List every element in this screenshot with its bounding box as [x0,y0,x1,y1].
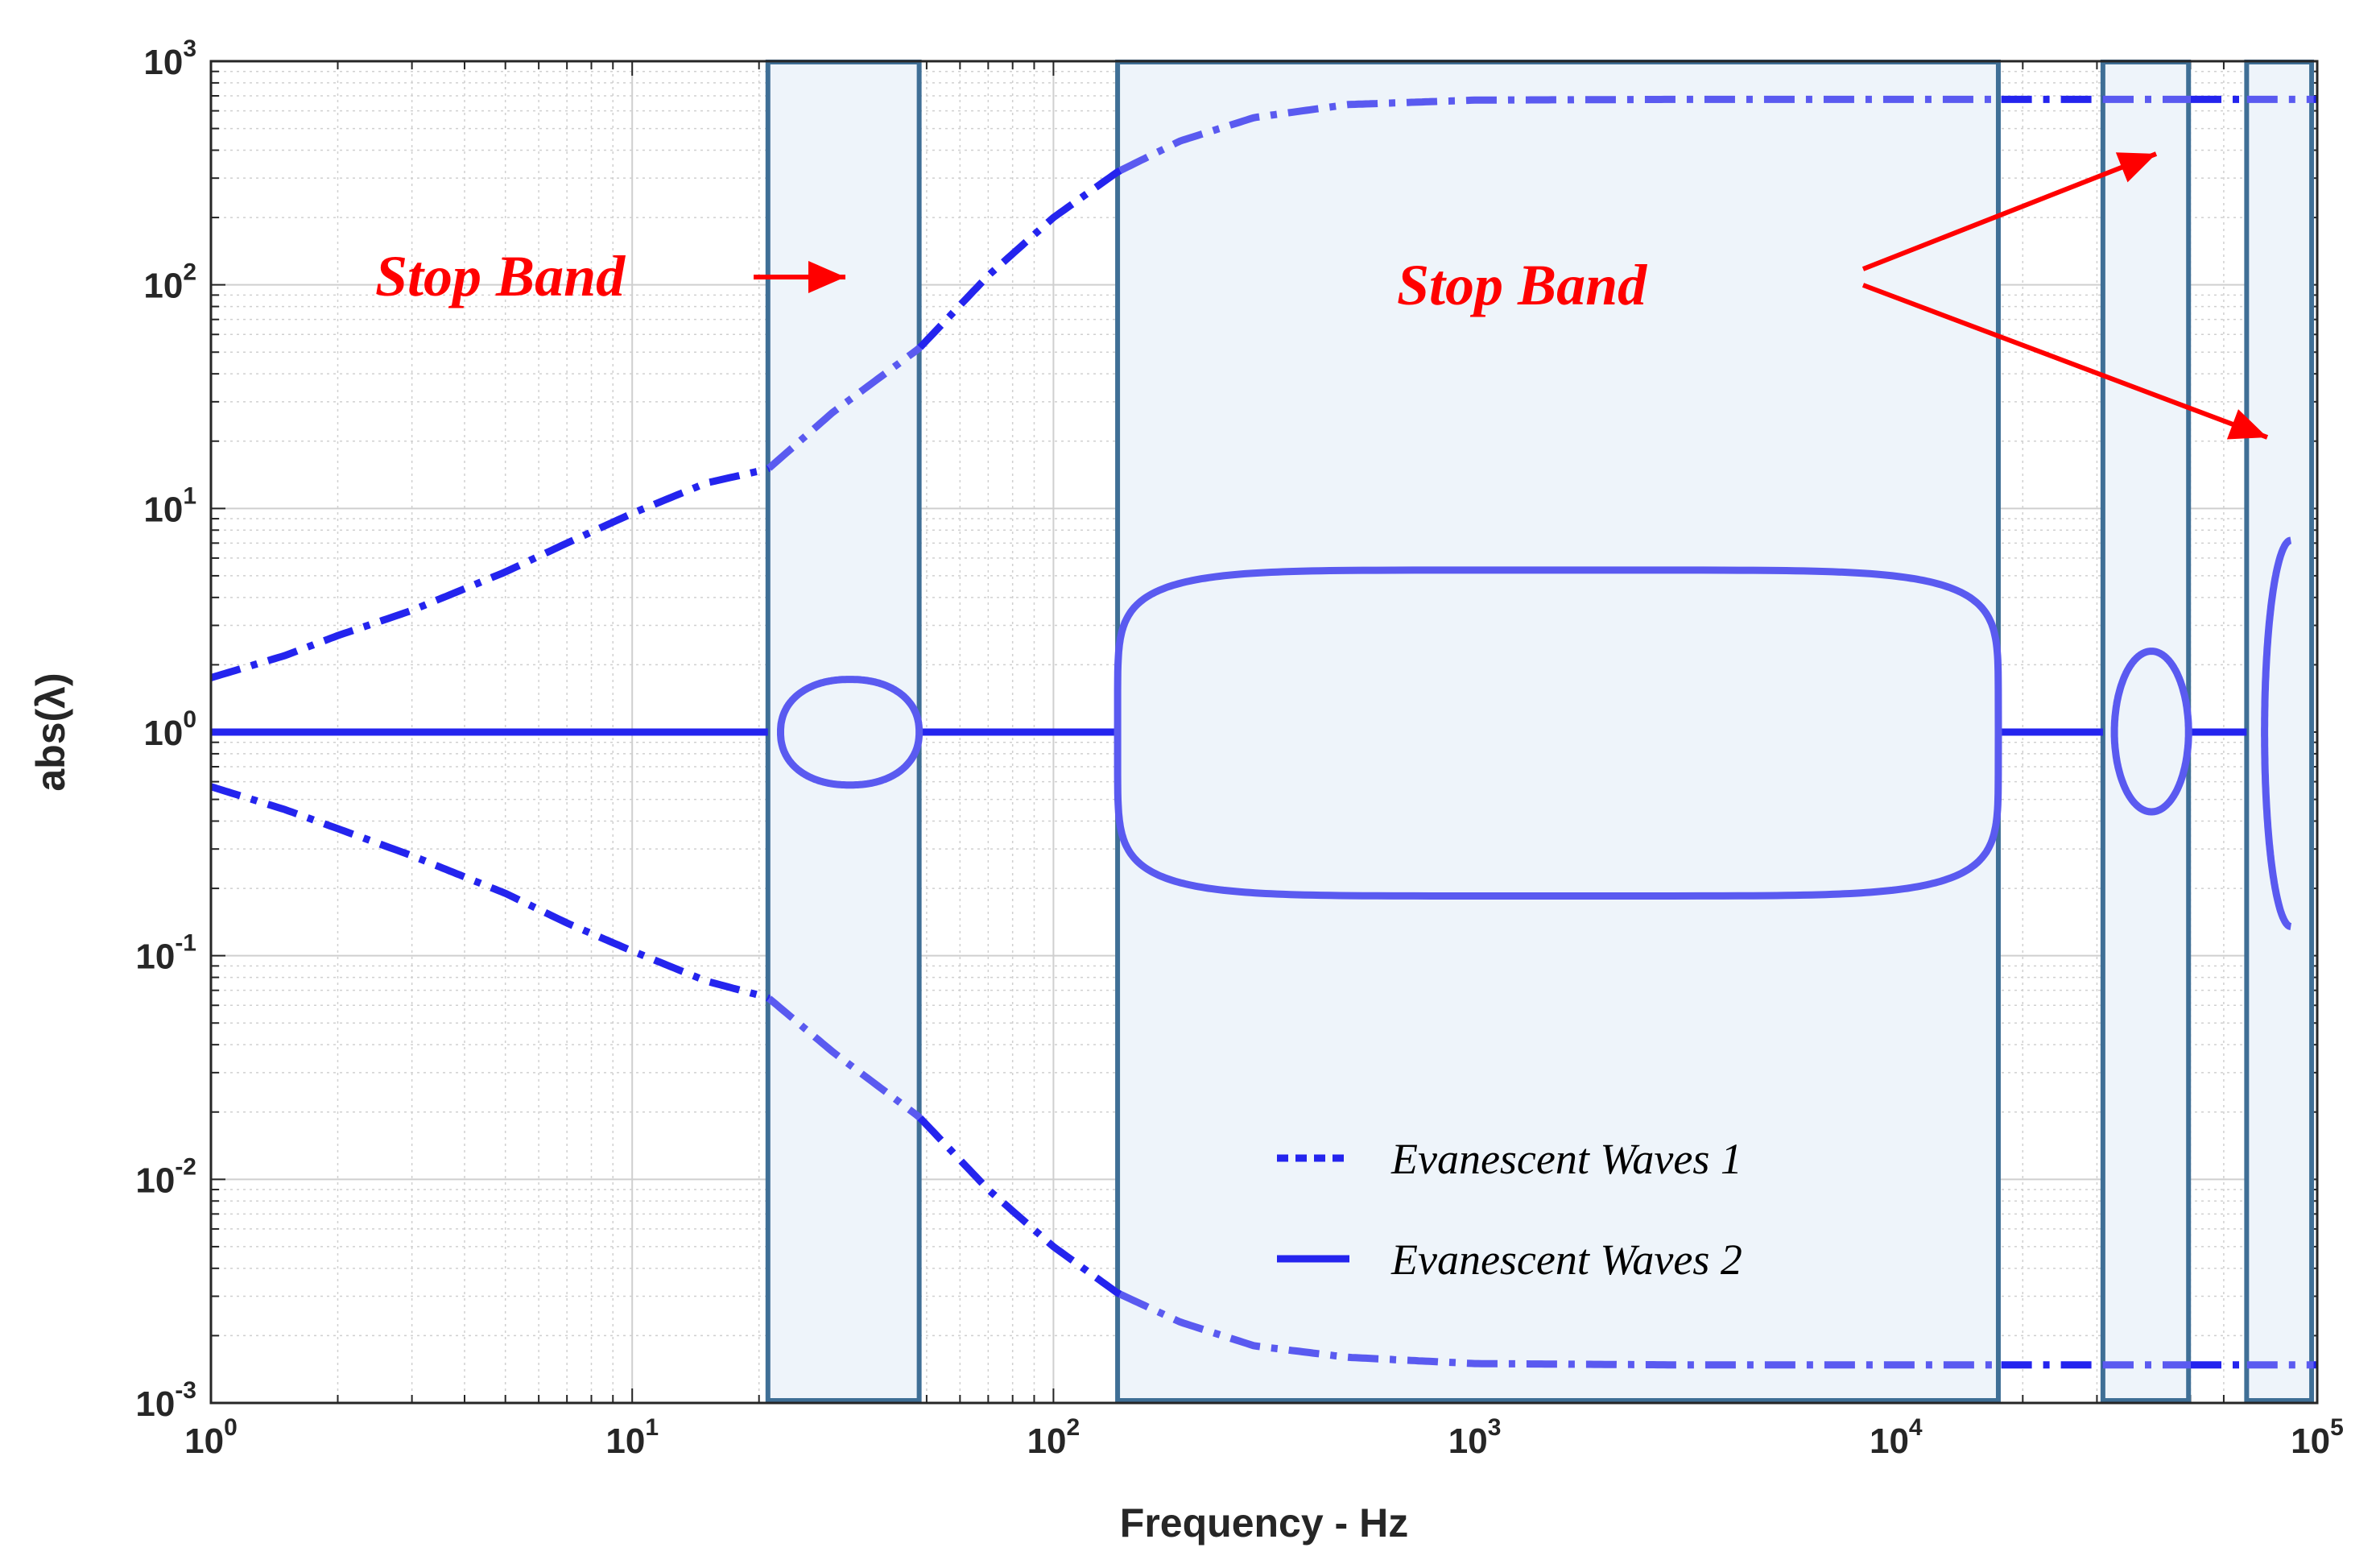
arrow-stop-band-left-head [808,261,845,293]
x-tick-label: 105 [2291,1414,2344,1461]
y-tick-label: 10-1 [135,930,196,977]
series-evanescent-waves-2-loop-3 [2110,648,2192,816]
y-tick-exponent: 1 [183,482,196,509]
y-tick-base: 10 [143,43,183,82]
annotation-stop-band-left: Stop Band [375,244,626,308]
arrow-stop-band-upper-head [2115,152,2156,183]
arrow-stop-band-lower-head [2226,409,2267,440]
x-tick-label: 103 [1448,1414,1502,1461]
legend-label-evanescent-waves-2: Evanescent Waves 2 [1390,1235,1742,1284]
x-tick-label: 102 [1027,1414,1081,1461]
y-tick-exponent: -3 [175,1377,196,1404]
y-tick-exponent: -1 [175,930,196,957]
x-tick-base: 10 [184,1421,224,1461]
series-evanescent-waves-1-branch-1 [917,167,1122,350]
x-tick-exponent: 3 [1488,1414,1502,1441]
y-tick-exponent: 3 [183,35,196,62]
y-tick-exponent: 2 [183,259,196,286]
y-axis-label: abs(λ) [28,672,73,791]
y-tick-base: 10 [135,1384,175,1424]
series-evanescent-waves-1-branch-1 [766,344,923,471]
series-evanescent-waves-1-branch-2 [209,783,771,1002]
x-axis-label: Frequency - Hz [1120,1500,1408,1546]
x-tick-exponent: 2 [1067,1414,1081,1441]
series-evanescent-waves-1-branch-1 [209,465,771,681]
y-tick-base: 10 [135,937,175,977]
annotation-arrows [754,151,2269,440]
legend-label-evanescent-waves-1: Evanescent Waves 1 [1390,1135,1742,1183]
arrow-stop-band-upper [1861,151,2158,271]
series-evanescent-waves-1-branch-2 [1118,1290,2002,1369]
y-tick-base: 10 [143,267,183,306]
y-tick-base: 10 [135,1161,175,1200]
stop-band-1 [765,60,922,1403]
y-tick-exponent: 0 [183,706,196,733]
legend: Evanescent Waves 1 Evanescent Waves 2 [1277,1135,1742,1284]
annotation-stop-band-center: Stop Band [1397,253,1647,317]
x-tick-base: 10 [1448,1421,1488,1461]
stop-band-2 [1115,60,2001,1403]
curves [209,95,2317,1369]
y-tick-label: 102 [143,259,196,306]
series-evanescent-waves-2-loop-4 [2261,536,2292,930]
x-tick-base: 10 [1027,1421,1067,1461]
y-tick-label: 101 [143,482,196,529]
x-tick-label: 104 [1870,1414,1923,1461]
y-tick-base: 10 [143,714,183,753]
x-tick-label: 100 [184,1414,238,1461]
y-tick-base: 10 [143,490,183,529]
plot-frame [209,60,2319,1405]
annotations: Stop Band Stop Band [375,151,2269,440]
x-tick-base: 10 [605,1421,645,1461]
y-tick-label: 103 [143,35,196,82]
x-tick-exponent: 1 [645,1414,659,1441]
y-tick-label: 100 [143,706,196,753]
stop-bands [765,60,2315,1403]
stop-band-4 [2244,60,2315,1403]
y-tick-exponent: -2 [175,1153,196,1180]
x-tick-labels: 100 101 102 103 104 105 [184,1414,2344,1461]
x-tick-label: 101 [605,1414,659,1461]
series-evanescent-waves-2-loop-1 [777,676,923,789]
y-tick-label: 10-2 [135,1153,196,1200]
series-evanescent-waves-1-branch-2 [917,1115,1122,1297]
series-evanescent-waves-2-loop-2 [1114,566,2002,900]
x-tick-exponent: 5 [2330,1414,2344,1441]
x-tick-base: 10 [1870,1421,1909,1461]
arrow-stop-band-lower [1861,283,2269,440]
x-tick-exponent: 0 [224,1414,238,1441]
y-tick-label: 10-3 [135,1377,196,1424]
x-tick-exponent: 4 [1909,1414,1923,1441]
x-tick-base: 10 [2291,1421,2330,1461]
